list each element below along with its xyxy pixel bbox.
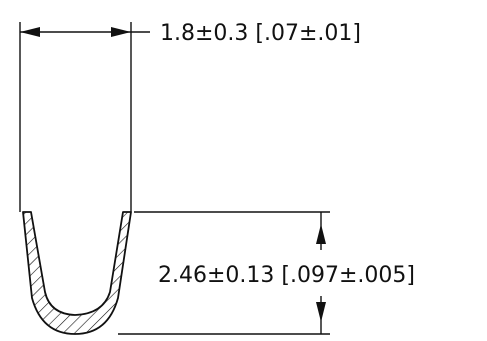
height-arrow-bottom (316, 302, 326, 322)
u-profile-section (22, 211, 132, 335)
height-arrow-top (316, 224, 326, 244)
height-dimension-label: 2.46±0.13 [.097±.005] (158, 263, 415, 288)
width-arrow-left (20, 27, 40, 37)
width-arrow-right (111, 27, 131, 37)
width-dimension-label: 1.8±0.3 [.07±.01] (160, 21, 361, 46)
